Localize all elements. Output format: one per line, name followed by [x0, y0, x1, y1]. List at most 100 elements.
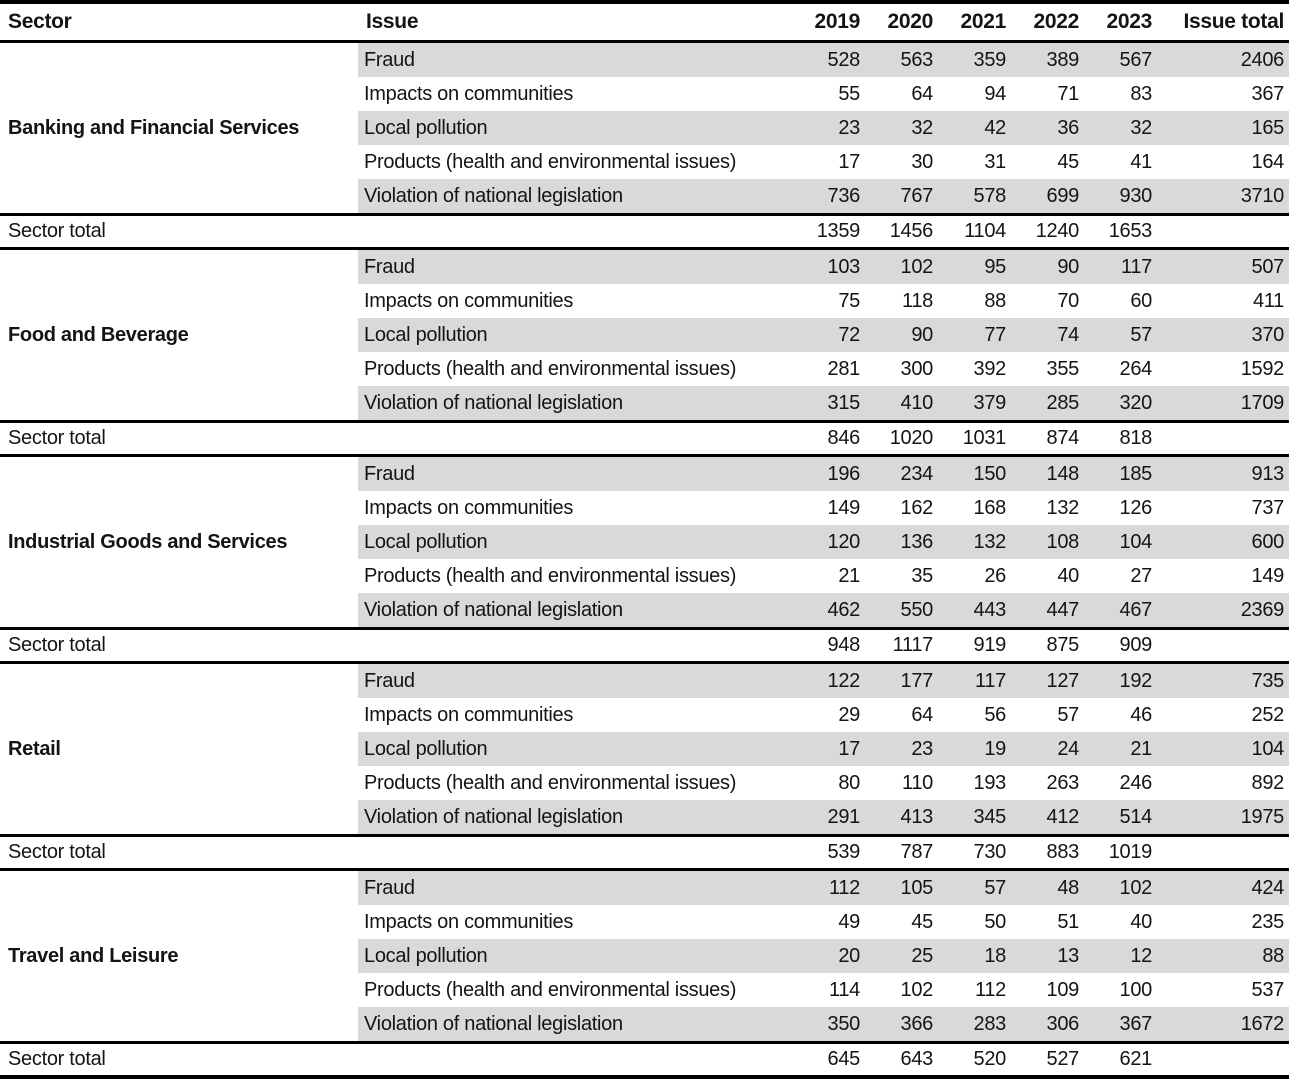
empty-cell [358, 213, 792, 250]
sector-total-value: 948 [792, 627, 865, 664]
issue-cell: Fraud [358, 455, 792, 491]
issue-row: Products (health and environmental issue… [0, 973, 1289, 1007]
value-cell: 71 [1057, 82, 1079, 105]
value-cell: 18 [938, 939, 1011, 973]
issue-row: Travel and Leisure Fraud 112 105 57 48 102 424 [0, 869, 1289, 1043]
issue-cell: Products (health and environmental issue… [364, 978, 737, 1001]
issue-total-cell: 3710 [1157, 179, 1289, 215]
issue-total-cell: 164 [1251, 150, 1285, 173]
value-cell: 578 [938, 179, 1011, 215]
value-cell: 102 [865, 248, 938, 284]
sector-total-value: 1359 [792, 213, 865, 250]
sector-total-value: 621 [1084, 1041, 1157, 1079]
value-cell: 45 [1057, 150, 1079, 173]
value-cell: 162 [900, 496, 934, 519]
issue-total-cell: 149 [1251, 564, 1285, 587]
sector-total-value: 527 [1011, 1041, 1084, 1079]
value-cell: 345 [938, 800, 1011, 836]
empty-cell [1157, 627, 1289, 664]
value-cell: 264 [1119, 357, 1153, 380]
issue-cell: Impacts on communities [364, 910, 574, 933]
issue-cell: Local pollution [358, 318, 792, 352]
value-cell: 462 [792, 593, 865, 629]
sector-total-row: Sector total 1359 1456 1104 1240 1653 [0, 213, 1289, 250]
value-cell: 48 [1011, 869, 1084, 905]
value-cell: 367 [1084, 1007, 1157, 1043]
value-cell: 285 [1011, 386, 1084, 422]
issue-cell: Violation of national legislation [358, 179, 792, 215]
issue-cell: Local pollution [358, 939, 792, 973]
col-header-2020: 2020 [865, 2, 938, 43]
value-cell: 88 [984, 289, 1006, 312]
value-cell: 36 [1011, 111, 1084, 145]
sector-total-value: 919 [938, 627, 1011, 664]
issue-total-cell: 1975 [1157, 800, 1289, 836]
value-cell: 20 [792, 939, 865, 973]
col-header-2022: 2022 [1011, 2, 1084, 43]
issue-row: Banking and Financial Services Fraud 528 56… [0, 41, 1289, 215]
sector-total-value: 874 [1011, 420, 1084, 457]
issue-row: Products (health and environmental issue… [0, 145, 1289, 179]
value-cell: 177 [865, 662, 938, 698]
issue-total-cell: 88 [1157, 939, 1289, 973]
value-cell: 355 [1046, 357, 1080, 380]
empty-cell [358, 627, 792, 664]
table-header-row: Sector Issue 2019 2020 2021 2022 2023 Is… [0, 2, 1289, 43]
value-cell: 29 [838, 703, 860, 726]
sector-total-value: 883 [1011, 834, 1084, 871]
sector-total-value: 643 [865, 1041, 938, 1079]
value-cell: 46 [1130, 703, 1152, 726]
sector-total-row: Sector total 645 643 520 527 621 [0, 1041, 1289, 1079]
sector-total-label: Sector total [0, 213, 358, 250]
value-cell: 443 [938, 593, 1011, 629]
issue-total-cell: 600 [1157, 525, 1289, 559]
value-cell: 359 [938, 41, 1011, 77]
value-cell: 102 [1084, 869, 1157, 905]
sector-total-label: Sector total [0, 1041, 358, 1079]
value-cell: 467 [1084, 593, 1157, 629]
value-cell: 17 [838, 150, 860, 173]
issue-total-cell: 104 [1157, 732, 1289, 766]
value-cell: 21 [1084, 732, 1157, 766]
issue-total-cell: 735 [1157, 662, 1289, 698]
issue-total-cell: 892 [1251, 771, 1285, 794]
value-cell: 379 [938, 386, 1011, 422]
value-cell: 90 [1011, 248, 1084, 284]
issue-cell: Impacts on communities [364, 82, 574, 105]
value-cell: 72 [792, 318, 865, 352]
value-cell: 767 [865, 179, 938, 215]
value-cell: 196 [792, 455, 865, 491]
issue-total-cell: 252 [1251, 703, 1285, 726]
value-cell: 168 [973, 496, 1007, 519]
value-cell: 109 [1046, 978, 1080, 1001]
value-cell: 112 [975, 978, 1006, 1001]
sector-total-value: 1020 [865, 420, 938, 457]
sector-total-value: 1031 [938, 420, 1011, 457]
empty-cell [358, 420, 792, 457]
value-cell: 64 [911, 82, 933, 105]
sector-name-cell: Retail [0, 662, 358, 836]
sector-total-value: 1117 [865, 627, 938, 664]
issue-total-cell: 370 [1157, 318, 1289, 352]
value-cell: 23 [865, 732, 938, 766]
sector-total-row: Sector total 846 1020 1031 874 818 [0, 420, 1289, 457]
value-cell: 699 [1011, 179, 1084, 215]
issue-total-cell: 235 [1251, 910, 1285, 933]
value-cell: 283 [938, 1007, 1011, 1043]
col-header-issue-total: Issue total [1157, 2, 1289, 43]
value-cell: 57 [938, 869, 1011, 905]
value-cell: 41 [1130, 150, 1152, 173]
sector-total-value: 909 [1084, 627, 1157, 664]
value-cell: 447 [1011, 593, 1084, 629]
value-cell: 366 [865, 1007, 938, 1043]
value-cell: 110 [902, 771, 933, 794]
value-cell: 95 [938, 248, 1011, 284]
value-cell: 108 [1011, 525, 1084, 559]
value-cell: 32 [1084, 111, 1157, 145]
issue-total-cell: 737 [1251, 496, 1285, 519]
issue-row: Food and Beverage Fraud 103 102 95 90 117 507 [0, 248, 1289, 422]
issue-row: Local pollution 120 136 132 108 104 600 [0, 525, 1289, 559]
value-cell: 315 [792, 386, 865, 422]
value-cell: 55 [838, 82, 860, 105]
